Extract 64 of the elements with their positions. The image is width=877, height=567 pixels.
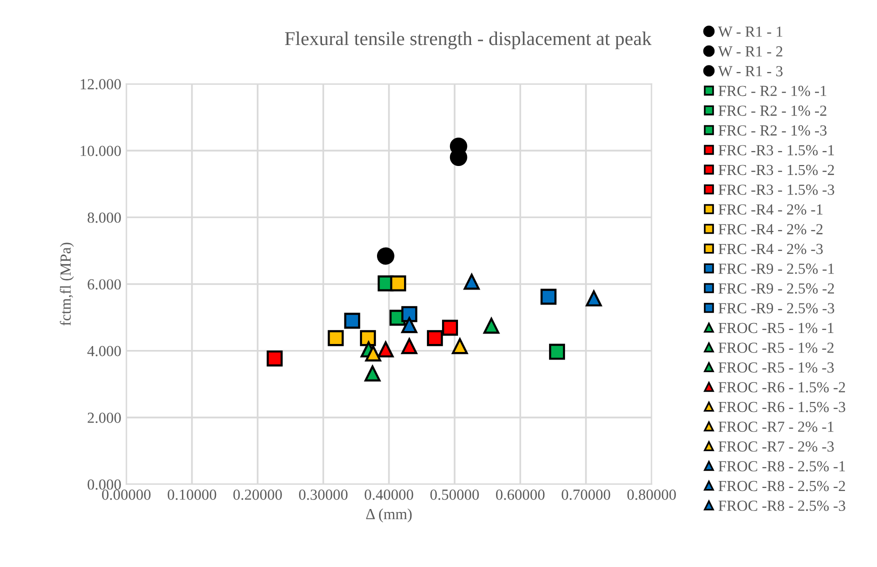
legend-label: FRC -R9 - 2.5% -1 <box>718 264 834 274</box>
legend-label: FRC -R3 - 1.5% -3 <box>718 184 834 195</box>
x-axis-title: Δ (mm) <box>366 508 412 522</box>
legend-label: FRC - R2 - 1% -2 <box>718 106 826 116</box>
chart-title: Flexural tensile strength - displacement at peak <box>284 32 652 50</box>
point <box>442 320 458 336</box>
y-tick-label: 8.000 <box>88 212 121 223</box>
y-tick-label: 0.000 <box>88 479 121 490</box>
point <box>452 338 468 354</box>
legend-label: FRC -R3 - 1.5% -1 <box>718 145 834 156</box>
legend-label: FROC -R5 - 1% -3 <box>718 362 834 373</box>
legend-label: W - R1 - 2 <box>718 46 782 57</box>
point <box>390 275 406 292</box>
x-tick-label: 0.80000 <box>627 490 676 500</box>
y-axis-title: fctm,fl (MPa) <box>60 242 74 326</box>
x-tick-label: 0.20000 <box>233 490 282 500</box>
y-tick-label: 4.000 <box>87 346 121 356</box>
legend-label: FROC -R5 - 1% -2 <box>718 342 834 353</box>
point <box>464 274 480 290</box>
legend-label: FROC -R8 - 2.5% -1 <box>718 461 845 472</box>
y-tick-label: 10.000 <box>80 146 121 156</box>
legend-label: FROC -R6 - 1.5% -3 <box>718 402 846 412</box>
point <box>401 338 418 354</box>
legend-label: FRC -R9 - 2.5% -3 <box>718 303 834 314</box>
legend-label: FRC -R9 - 2.5% -2 <box>718 283 834 294</box>
point <box>401 317 418 334</box>
x-tick-label: 0.70000 <box>562 490 610 500</box>
point <box>328 330 344 346</box>
legend-label: FRC -R4 - 2% -1 <box>718 204 822 215</box>
legend-label: FROC -R8 - 2.5% -3 <box>718 500 846 511</box>
x-tick-label: 0.60000 <box>496 490 545 500</box>
y-tick-label: 2.000 <box>88 412 121 424</box>
point <box>549 344 566 360</box>
y-tick-label: 12.000 <box>80 79 121 90</box>
point <box>364 365 381 382</box>
legend-label: W - R1 - 1 <box>718 26 782 37</box>
x-tick-label: 0.30000 <box>299 490 348 500</box>
point <box>344 312 360 329</box>
point <box>365 345 382 362</box>
legend-label: FROC -R7 - 2% -3 <box>718 441 834 452</box>
point <box>360 330 376 346</box>
point <box>401 306 418 322</box>
legend-label: FROC -R5 - 1% -1 <box>718 322 834 334</box>
legend-label: FRC - R2 - 1% -3 <box>718 125 827 136</box>
y-tick-label: 6.000 <box>88 279 121 290</box>
legend-label: FROC -R8 - 2.5% -2 <box>718 480 845 492</box>
point <box>540 288 557 305</box>
legend-label: FRC -R3 - 1.5% -2 <box>718 164 834 176</box>
point <box>426 330 443 346</box>
legend-label: FRC -R4 - 2% -2 <box>718 224 822 234</box>
legend-label: FROC -R6 - 1.5% -2 <box>718 382 845 392</box>
point <box>586 290 602 306</box>
x-tick-label: 0.00000 <box>102 490 151 500</box>
legend-label: FRC - R2 - 1% -1 <box>718 86 826 96</box>
point <box>483 318 500 334</box>
point <box>378 341 394 358</box>
x-tick-label: 0.10000 <box>168 490 216 500</box>
x-tick-label: 0.40000 <box>364 490 414 500</box>
point <box>376 247 394 265</box>
legend-label: FROC -R7 - 2% -1 <box>718 422 834 432</box>
legend-label: W - R1 - 3 <box>718 66 783 76</box>
point <box>266 350 283 366</box>
legend-label: FRC -R4 - 2% -3 <box>718 244 823 254</box>
x-tick-label: 0.50000 <box>430 490 479 500</box>
